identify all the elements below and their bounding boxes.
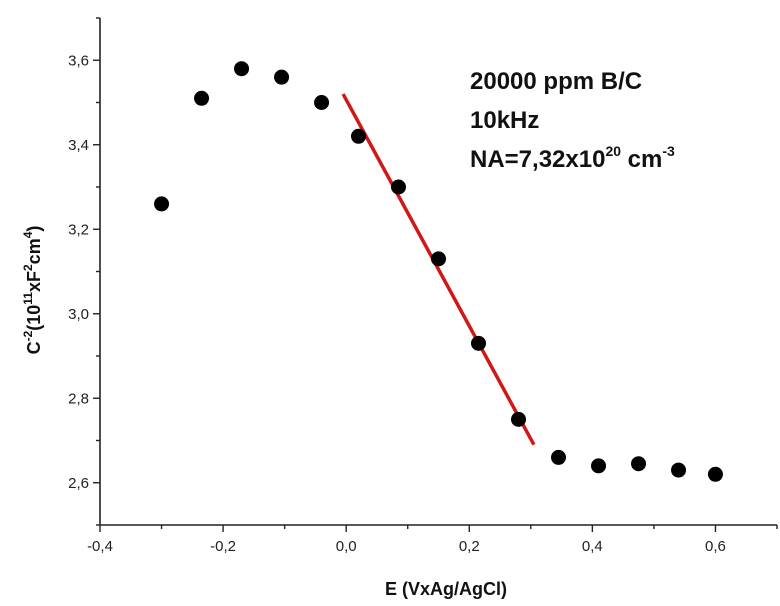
y-tick-label: 3,2 [68, 221, 89, 238]
data-point [631, 456, 647, 472]
y-tick-label: 3,6 [68, 52, 89, 69]
annotation-concentration: 20000 ppm B/C [470, 68, 642, 95]
data-point [431, 251, 446, 267]
y-tick-label: 3,0 [68, 306, 89, 323]
data-point [350, 128, 366, 144]
x-ticks: -0,4 -0,2 0,0 0,2 0,4 0,6 [87, 525, 778, 555]
x-tick-label: 0,4 [582, 538, 603, 555]
data-point [511, 411, 527, 427]
data-point [154, 196, 170, 212]
x-axis-title: E (VxAg/AgCl) [385, 579, 507, 599]
x-tick-label: -0,4 [87, 538, 113, 555]
data-point [234, 61, 250, 77]
fit-line-group [341, 93, 536, 446]
x-tick-label: -0,2 [210, 538, 236, 555]
data-point [471, 335, 487, 351]
data-point [591, 458, 607, 474]
y-tick-label: 2,8 [68, 390, 89, 407]
data-point [194, 90, 210, 106]
linear-fit-line [341, 93, 536, 446]
data-point [314, 95, 330, 110]
annotation-acceptor-density: NA=7,32x1020 cm-3 [470, 143, 675, 173]
x-tick-label: 0,6 [705, 538, 726, 555]
data-point [707, 466, 723, 482]
data-point [551, 449, 567, 465]
annotation-frequency: 10kHz [470, 107, 539, 134]
y-axis-title: C-2(1011xF2cm4) [21, 226, 44, 355]
annotations: 20000 ppm B/C 10kHz NA=7,32x1020 cm-3 [470, 68, 675, 173]
y-ticks: 2,6 2,8 3,0 3,2 3,4 3,6 [68, 17, 100, 526]
y-tick-label: 3,4 [68, 137, 89, 154]
x-tick-label: 0,0 [336, 538, 357, 555]
data-points [154, 61, 723, 482]
data-point [671, 462, 687, 478]
x-tick-label: 0,2 [459, 538, 480, 555]
data-point [390, 179, 406, 195]
y-tick-label: 2,6 [68, 475, 89, 492]
data-point [274, 69, 290, 85]
